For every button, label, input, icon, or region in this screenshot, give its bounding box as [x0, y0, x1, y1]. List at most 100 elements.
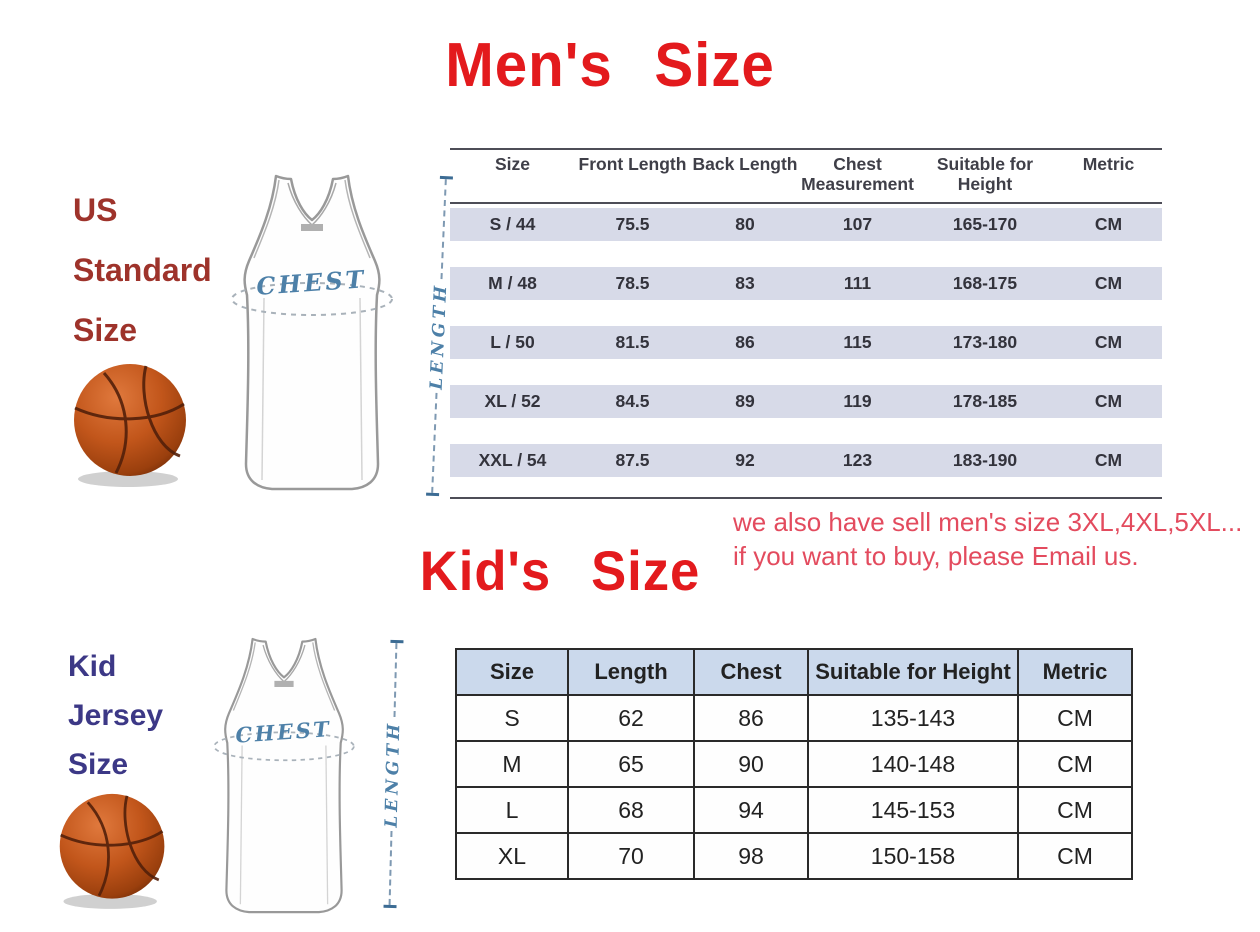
us-label-line3: Size	[73, 312, 138, 348]
cell: CM	[1094, 214, 1123, 234]
column-header-front-length: Front Length	[578, 154, 687, 174]
cell: 83	[735, 273, 755, 293]
kid-jersey-size-label: Kid Jersey Size	[68, 642, 163, 789]
cell: CM	[1017, 694, 1133, 742]
cell: L / 50	[490, 332, 535, 352]
cell: 70	[567, 832, 695, 880]
column-header-length: Length	[567, 648, 695, 696]
cell: 68	[567, 786, 695, 834]
table-row: L 68 94 145-153 CM	[455, 786, 1133, 834]
kids-size-title: Kid's Size	[419, 539, 701, 602]
cell: 75.5	[615, 214, 650, 234]
table-row: XL 70 98 150-158 CM	[455, 832, 1133, 880]
cell: 87.5	[615, 450, 650, 470]
table-header-row: Size Front Length Back Length Chest Meas…	[450, 150, 1162, 202]
cell: M / 48	[488, 273, 537, 293]
jersey-outline	[243, 174, 381, 491]
cell: 123	[842, 450, 873, 470]
table-bottom-rule	[450, 497, 1162, 499]
length-dashed-line	[393, 643, 398, 718]
cell: 94	[693, 786, 809, 834]
note-line2: if you want to buy, please Email us.	[733, 541, 1139, 571]
header-rule	[450, 202, 1162, 204]
note-line1: we also have sell men's size 3XL,4XL,5XL…	[733, 507, 1243, 537]
length-dashed-line	[440, 179, 447, 280]
column-header-metric: Metric	[1017, 648, 1133, 696]
column-header-height: Suitable for Height	[807, 648, 1019, 696]
cell: CM	[1017, 740, 1133, 788]
cell: 92	[735, 450, 755, 470]
table-row: L / 50 81.5 86 115 173-180 CM	[450, 326, 1162, 359]
cell: L	[455, 786, 569, 834]
cell: 80	[735, 214, 755, 234]
larger-sizes-note: we also have sell men's size 3XL,4XL,5XL…	[733, 505, 1242, 573]
cell: 90	[693, 740, 809, 788]
kids-length-indicator: LENGTH	[374, 639, 411, 909]
cell: 62	[567, 694, 695, 742]
cell: 145-153	[807, 786, 1019, 834]
cell: 183-190	[952, 450, 1018, 470]
cell: XL / 52	[484, 391, 541, 411]
length-dashed-line	[431, 392, 438, 493]
table-row: XL / 52 84.5 89 119 178-185 CM	[450, 385, 1162, 418]
cell: S / 44	[489, 214, 536, 234]
column-header-size: Size	[494, 154, 531, 174]
cell: 65	[567, 740, 695, 788]
cell: 81.5	[615, 332, 650, 352]
mens-size-table: Size Front Length Back Length Chest Meas…	[450, 148, 1162, 499]
table-row: M 65 90 140-148 CM	[455, 740, 1133, 788]
column-header-size: Size	[455, 648, 569, 696]
chest-measure-ellipse	[231, 282, 393, 316]
cell: 168-175	[952, 273, 1018, 293]
table-row: S 62 86 135-143 CM	[455, 694, 1133, 742]
length-bottom-tick	[382, 904, 397, 909]
collar-tag	[301, 224, 323, 231]
cell: CM	[1094, 273, 1123, 293]
cell: 119	[843, 391, 872, 411]
length-label: LENGTH	[426, 281, 452, 391]
us-label-line1: US	[73, 192, 118, 228]
cell: M	[455, 740, 569, 788]
cell: 178-185	[952, 391, 1018, 411]
length-label: LENGTH	[381, 719, 405, 829]
cell: 165-170	[952, 214, 1018, 234]
cell: 89	[735, 391, 755, 411]
table-header-row: Size Length Chest Suitable for Height Me…	[455, 648, 1133, 696]
column-header-chest: Chest Measurement	[801, 154, 914, 194]
kids-size-table: Size Length Chest Suitable for Height Me…	[455, 648, 1133, 880]
jersey-outline	[224, 637, 344, 914]
kids-jersey-diagram: CHEST	[213, 637, 355, 914]
cell: CM	[1017, 786, 1133, 834]
cell: 140-148	[807, 740, 1019, 788]
kid-label-line1: Kid	[68, 650, 117, 683]
length-dashed-line	[388, 830, 393, 905]
table-top-rule	[450, 148, 1162, 150]
basketball-image	[59, 793, 165, 909]
us-label-line2: Standard	[73, 252, 212, 288]
cell: S	[455, 694, 569, 742]
column-header-height: Suitable for Height	[936, 154, 1034, 194]
length-bottom-tick	[425, 492, 439, 497]
kid-label-line3: Size	[68, 748, 129, 781]
table-row: M / 48 78.5 83 111 168-175 CM	[450, 267, 1162, 300]
cell: CM	[1094, 391, 1123, 411]
cell: XL	[455, 832, 569, 880]
table-row: XXL / 54 87.5 92 123 183-190 CM	[450, 444, 1162, 477]
cell: CM	[1094, 332, 1123, 352]
cell: 111	[843, 273, 872, 293]
cell: 78.5	[615, 273, 650, 293]
mens-jersey-diagram: CHEST	[231, 174, 393, 491]
collar-tag	[274, 680, 294, 687]
cell: CM	[1017, 832, 1133, 880]
chest-measure-ellipse	[213, 731, 355, 762]
column-header-chest: Chest	[693, 648, 809, 696]
us-standard-size-label: US Standard Size	[73, 180, 212, 360]
kid-label-line2: Jersey	[68, 699, 164, 732]
table-row: S / 44 75.5 80 107 165-170 CM	[450, 208, 1162, 241]
cell: 86	[693, 694, 809, 742]
mens-size-title: Men's Size	[445, 31, 775, 100]
column-header-back-length: Back Length	[692, 154, 798, 174]
cell: XXL / 54	[478, 450, 547, 470]
cell: 135-143	[807, 694, 1019, 742]
